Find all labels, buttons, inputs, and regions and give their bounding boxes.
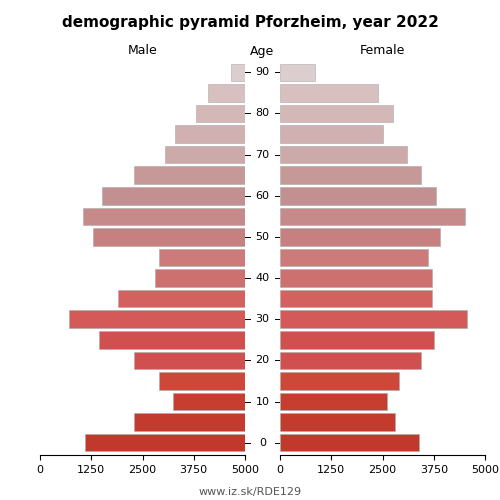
Bar: [280, 290, 432, 308]
Text: 30: 30: [256, 314, 270, 324]
Bar: [83, 208, 245, 225]
Text: Male: Male: [128, 44, 158, 58]
Bar: [94, 228, 245, 246]
Text: www.iz.sk/RDE129: www.iz.sk/RDE129: [198, 488, 302, 498]
Bar: [280, 64, 315, 81]
Bar: [208, 84, 245, 102]
Text: 0: 0: [259, 438, 266, 448]
Bar: [134, 352, 245, 369]
Bar: [280, 187, 436, 204]
Bar: [280, 146, 407, 164]
Text: 10: 10: [256, 396, 270, 406]
Bar: [280, 166, 422, 184]
Bar: [280, 434, 419, 452]
Bar: [118, 290, 245, 308]
Bar: [176, 126, 245, 143]
Bar: [155, 270, 245, 287]
Text: 60: 60: [256, 191, 270, 201]
Text: Female: Female: [360, 44, 405, 58]
Bar: [68, 310, 245, 328]
Text: demographic pyramid Pforzheim, year 2022: demographic pyramid Pforzheim, year 2022: [62, 15, 438, 30]
Bar: [102, 187, 245, 204]
Text: 70: 70: [256, 150, 270, 160]
Bar: [230, 64, 245, 81]
Bar: [280, 414, 395, 431]
Bar: [174, 393, 245, 410]
Bar: [100, 331, 245, 348]
Bar: [280, 126, 382, 143]
Bar: [280, 352, 422, 369]
Bar: [280, 372, 399, 390]
Bar: [280, 249, 428, 266]
Text: 90: 90: [256, 68, 270, 78]
Text: Age: Age: [250, 44, 274, 58]
Bar: [280, 270, 432, 287]
Text: 40: 40: [256, 273, 270, 283]
Bar: [280, 331, 434, 348]
Bar: [85, 434, 245, 452]
Bar: [280, 310, 466, 328]
Bar: [280, 104, 393, 122]
Bar: [134, 414, 245, 431]
Bar: [134, 166, 245, 184]
Text: 20: 20: [256, 356, 270, 366]
Text: 80: 80: [256, 108, 270, 118]
Bar: [159, 372, 245, 390]
Bar: [165, 146, 245, 164]
Bar: [280, 208, 464, 225]
Bar: [280, 84, 378, 102]
Bar: [280, 228, 440, 246]
Text: 50: 50: [256, 232, 270, 242]
Bar: [159, 249, 245, 266]
Bar: [280, 393, 386, 410]
Bar: [196, 104, 245, 122]
